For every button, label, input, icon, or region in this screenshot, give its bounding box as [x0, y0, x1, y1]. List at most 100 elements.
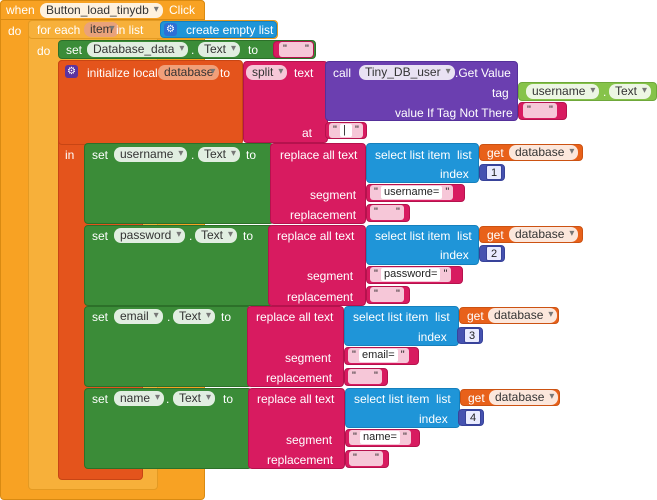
- row1-select-label: select list item: [375, 148, 451, 162]
- in-label: in: [65, 148, 75, 162]
- dot-label: .: [191, 43, 195, 57]
- row3-to-label: to: [221, 310, 232, 324]
- row1-get-label: get: [487, 146, 504, 160]
- set-name-block[interactable]: [84, 388, 252, 469]
- row2-property-dropdown[interactable]: Text: [195, 228, 238, 243]
- vitnt-label: value If Tag Not There: [395, 106, 513, 120]
- for-each-label: for each: [37, 23, 81, 37]
- row2-replace-block[interactable]: [268, 225, 366, 306]
- row4-component-dropdown[interactable]: name: [114, 391, 165, 406]
- row2-replacement-value[interactable]: " ": [370, 287, 404, 302]
- row4-select-list-block[interactable]: [345, 388, 460, 428]
- event-component-dropdown[interactable]: Button_load_tinydb: [40, 3, 163, 18]
- row2-set-label: set: [92, 229, 109, 243]
- loop-do-label: do: [37, 44, 51, 58]
- row3-replace-label: replace all text: [256, 310, 334, 324]
- tag-component-dropdown[interactable]: username: [526, 84, 600, 99]
- row2-select-list-block[interactable]: [366, 225, 479, 265]
- row3-list-label: list: [435, 310, 450, 324]
- empty-text-value[interactable]: " ": [279, 42, 313, 57]
- gear-icon[interactable]: ⚙: [65, 65, 78, 78]
- tag-dot-label: .: [603, 85, 607, 99]
- local-var-name[interactable]: database: [158, 65, 220, 80]
- set-database-component-dropdown[interactable]: Database_data: [87, 42, 189, 57]
- row4-replace-block[interactable]: [248, 388, 345, 469]
- row2-dot: .: [189, 229, 193, 243]
- event-do-label: do: [8, 24, 22, 38]
- row2-segment-value[interactable]: " password= ": [370, 267, 452, 282]
- row3-property-dropdown[interactable]: Text: [173, 309, 216, 324]
- row2-to-label: to: [243, 229, 254, 243]
- row3-index-value[interactable]: 3: [464, 328, 480, 343]
- row3-select-list-block[interactable]: [344, 306, 459, 346]
- tag-label: tag: [492, 86, 509, 100]
- tag-property-dropdown[interactable]: Text: [609, 84, 652, 99]
- row1-component-dropdown[interactable]: username: [114, 147, 188, 162]
- set-email-block[interactable]: [84, 306, 252, 387]
- at-label: at: [302, 126, 313, 140]
- row2-replace-label: replace all text: [277, 229, 355, 243]
- row3-replacement-label: replacement: [266, 371, 333, 385]
- initialize-local-label: initialize local: [87, 66, 158, 80]
- row2-replacement-label: replacement: [287, 290, 354, 304]
- row1-replace-block[interactable]: [270, 143, 366, 224]
- row1-replacement-value[interactable]: " ": [370, 205, 404, 220]
- row2-component-dropdown[interactable]: password: [114, 228, 186, 243]
- row1-replacement-label: replacement: [290, 208, 357, 222]
- get-value-method-label: .Get Value: [455, 66, 511, 80]
- row3-index-label: index: [418, 330, 447, 344]
- row3-component-dropdown[interactable]: email: [114, 309, 163, 324]
- row3-get-label: get: [467, 309, 484, 323]
- init-to-label: to: [220, 66, 231, 80]
- row4-segment-label: segment: [286, 433, 333, 447]
- vitnt-text-value[interactable]: " ": [523, 103, 557, 118]
- row1-dot: .: [191, 148, 195, 162]
- row1-index-value[interactable]: 1: [486, 165, 502, 180]
- row3-replacement-value[interactable]: " ": [348, 369, 382, 384]
- row4-get-var-dropdown[interactable]: database: [489, 390, 559, 405]
- create-empty-list-label: create empty list: [186, 23, 274, 37]
- row2-select-label: select list item: [375, 229, 451, 243]
- row3-select-label: select list item: [353, 310, 429, 324]
- to-label: to: [248, 43, 259, 57]
- row1-segment-value[interactable]: " username= ": [370, 185, 454, 200]
- at-text-value[interactable]: " | ": [329, 123, 363, 138]
- row4-list-label: list: [436, 392, 451, 406]
- event-when-label: when: [6, 3, 35, 17]
- row2-index-value[interactable]: 2: [486, 246, 502, 261]
- row3-replace-block[interactable]: [247, 306, 344, 387]
- row2-get-var-dropdown[interactable]: database: [509, 227, 579, 242]
- row3-get-var-dropdown[interactable]: database: [488, 308, 558, 323]
- row1-set-label: set: [92, 148, 109, 162]
- split-dropdown[interactable]: split: [246, 65, 288, 80]
- list-gear-icon[interactable]: ⚙: [164, 23, 177, 36]
- row4-property-dropdown[interactable]: Text: [173, 391, 216, 406]
- call-label: call: [333, 66, 352, 80]
- row4-set-label: set: [92, 392, 109, 406]
- row3-segment-value[interactable]: " email= ": [348, 348, 409, 363]
- row1-segment-label: segment: [310, 188, 357, 202]
- row1-get-var-dropdown[interactable]: database: [509, 145, 579, 160]
- row2-list-label: list: [457, 229, 472, 243]
- row3-set-label: set: [92, 310, 109, 324]
- row2-segment-label: segment: [307, 269, 354, 283]
- row1-to-label: to: [246, 148, 257, 162]
- row1-list-label: list: [457, 148, 472, 162]
- in-list-label: in list: [116, 23, 144, 37]
- set-label: set: [66, 43, 83, 57]
- row4-index-value[interactable]: 4: [465, 410, 481, 425]
- row2-get-label: get: [487, 228, 504, 242]
- row4-segment-value[interactable]: " name= ": [349, 430, 411, 445]
- row4-dot: .: [166, 392, 170, 406]
- row1-select-list-block[interactable]: [366, 143, 479, 183]
- split-text-label: text: [294, 66, 314, 80]
- create-empty-list-block[interactable]: [160, 21, 277, 38]
- tinydb-component-dropdown[interactable]: Tiny_DB_user: [359, 65, 455, 80]
- row4-get-label: get: [468, 391, 485, 405]
- row4-replacement-value[interactable]: " ": [349, 451, 383, 466]
- row4-replacement-label: replacement: [267, 453, 334, 467]
- loop-item-var[interactable]: item: [84, 22, 119, 37]
- set-database-property-dropdown[interactable]: Text: [198, 42, 241, 57]
- row4-index-label: index: [419, 412, 448, 426]
- row1-property-dropdown[interactable]: Text: [198, 147, 241, 162]
